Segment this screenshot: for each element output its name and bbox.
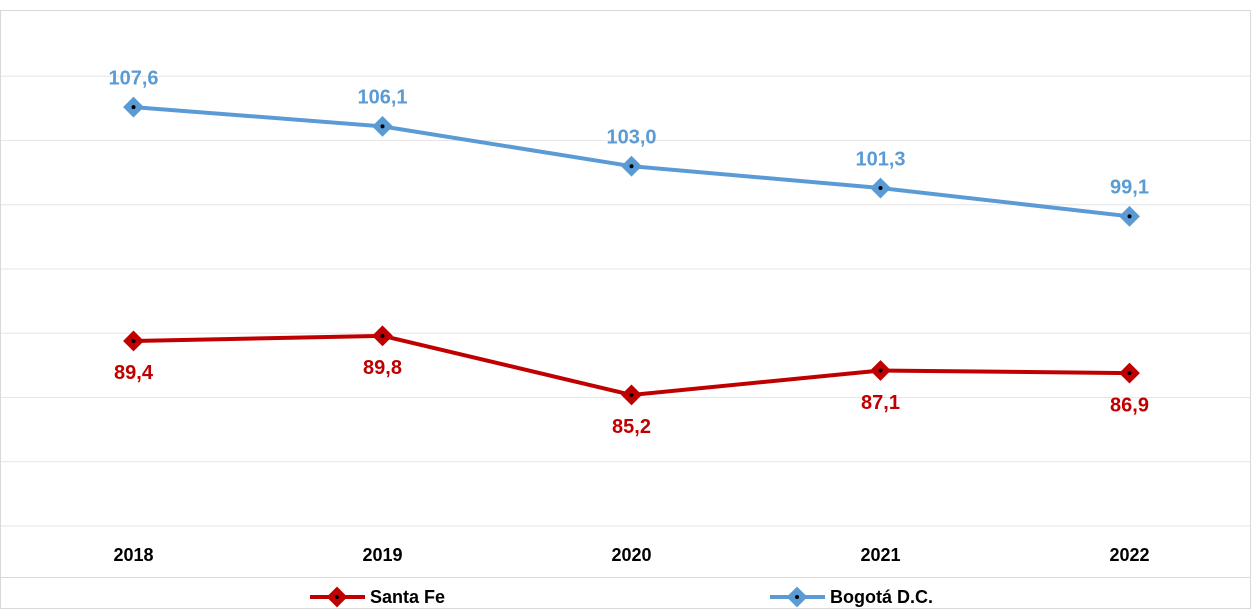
x-tick-label: 2021 (860, 545, 900, 565)
data-label: 107,6 (108, 67, 158, 89)
data-point-dot (1127, 214, 1132, 219)
data-point-dot (131, 105, 136, 110)
data-label: 89,8 (363, 357, 402, 379)
data-point-dot (380, 333, 385, 338)
data-label: 87,1 (861, 392, 900, 414)
data-point-dot (878, 186, 883, 191)
chart-frame (0, 10, 1251, 609)
data-point-dot (131, 338, 136, 343)
data-label: 99,1 (1110, 177, 1149, 199)
x-tick-label: 2018 (113, 545, 153, 565)
data-point-dot (878, 368, 883, 373)
legend-marker-dot (795, 595, 799, 599)
data-point-dot (1127, 371, 1132, 376)
x-tick-label: 2019 (362, 545, 402, 565)
x-tick-label: 2020 (611, 545, 651, 565)
legend-marker-dot (335, 595, 339, 599)
data-point-dot (629, 164, 634, 169)
legend-label: Santa Fe (370, 587, 445, 607)
legend-label: Bogotá D.C. (830, 587, 933, 607)
data-label: 101,3 (855, 148, 905, 170)
data-label: 89,4 (114, 362, 154, 384)
data-label: 106,1 (357, 87, 407, 109)
data-label: 103,0 (606, 126, 656, 148)
data-point-dot (629, 392, 634, 397)
data-point-dot (380, 124, 385, 129)
x-tick-label: 2022 (1109, 545, 1149, 565)
data-label: 85,2 (612, 416, 651, 438)
data-label: 86,9 (1110, 394, 1149, 416)
